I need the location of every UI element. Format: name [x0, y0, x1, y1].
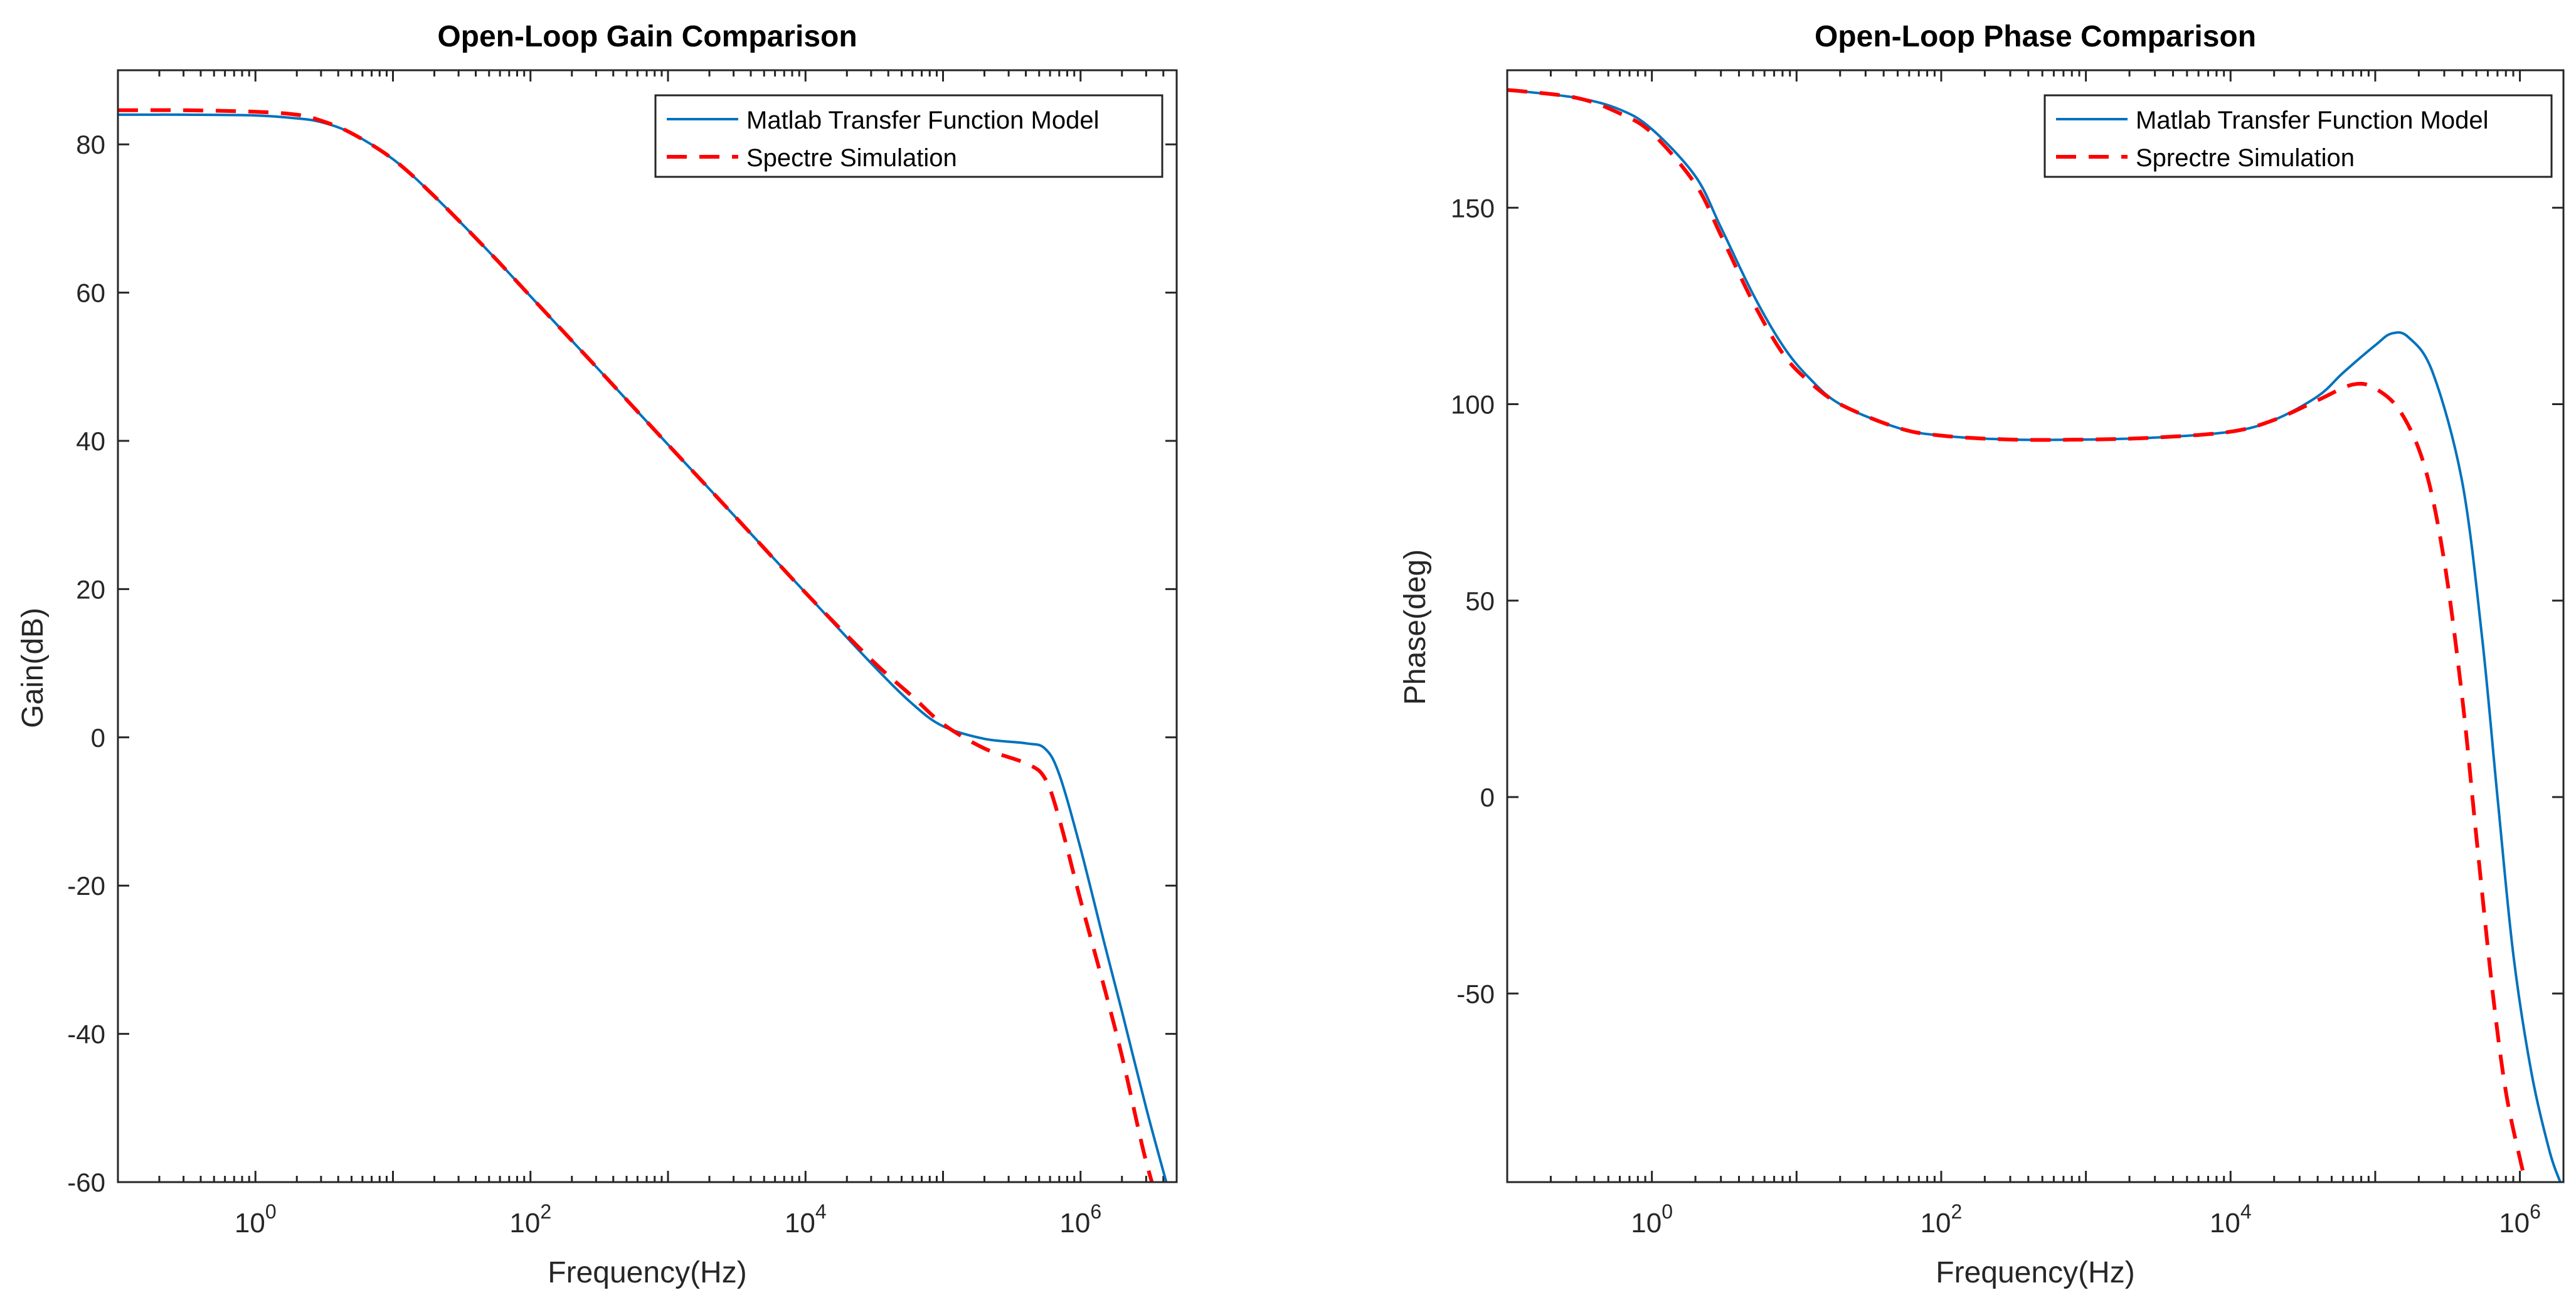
phase-x-tick-base: 10: [1631, 1208, 1662, 1239]
phase-x-tick-base: 10: [2499, 1208, 2530, 1239]
phase-axes-box: [1506, 69, 2565, 1183]
gain-series-line-simulation: [118, 108, 1154, 1182]
phase-legend: Matlab Transfer Function Model Sprectre S…: [2043, 94, 2553, 178]
gain-y-tick-label: -20: [67, 871, 105, 901]
phase-x-tick-label: 100: [1631, 1200, 1673, 1239]
gain-y-axis-label: Gain(dB): [16, 608, 50, 728]
gain-axes-box: [117, 69, 1178, 1183]
gain-x-tick-exponent: 4: [815, 1200, 827, 1223]
gain-legend-label-model: Matlab Transfer Function Model: [746, 107, 1099, 134]
phase-y-tick-label: 100: [1451, 390, 1495, 420]
gain-y-tick-label: 0: [91, 723, 105, 753]
phase-axes: Open-Loop Phase Comparison Frequency(Hz)…: [1399, 20, 2565, 1289]
phase-y-tick-label: 50: [1465, 586, 1495, 616]
gain-x-tick-exponent: 2: [540, 1200, 551, 1223]
gain-y-tick-label: 40: [76, 426, 105, 456]
gain-legend-label-simulation: Spectre Simulation: [746, 144, 957, 172]
gain-series-line-model: [118, 113, 1168, 1182]
phase-y-tick-label: 0: [1480, 783, 1495, 812]
gain-x-axis-label: Frequency(Hz): [548, 1256, 746, 1289]
gain-chart-title: Open-Loop Gain Comparison: [437, 20, 857, 53]
phase-x-tick-base: 10: [1921, 1208, 1951, 1239]
gain-x-tick-base: 10: [235, 1208, 265, 1239]
phase-legend-label-model: Matlab Transfer Function Model: [2136, 107, 2488, 134]
phase-legend-label-simulation: Sprectre Simulation: [2136, 144, 2355, 172]
gain-y-tick-label: -60: [67, 1168, 105, 1197]
gain-x-tick-exponent: 0: [265, 1200, 277, 1223]
phase-y-tick-label: -50: [1456, 979, 1495, 1008]
phase-x-tick-label: 106: [2499, 1200, 2541, 1239]
phase-x-tick-exponent: 0: [1662, 1200, 1673, 1223]
gain-y-tick-label: 20: [76, 574, 105, 604]
gain-y-tick-label: 60: [76, 278, 105, 308]
phase-x-tick-exponent: 2: [1951, 1200, 1963, 1223]
phase-x-tick-exponent: 6: [2530, 1200, 2541, 1223]
gain-x-tick-base: 10: [1059, 1208, 1090, 1239]
gain-x-tick-base: 10: [785, 1208, 815, 1239]
phase-chart-title: Open-Loop Phase Comparison: [1815, 20, 2256, 53]
gain-x-tick-label: 102: [509, 1200, 551, 1239]
phase-legend-box: [2043, 94, 2553, 178]
gain-x-tick-label: 106: [1059, 1200, 1101, 1239]
gain-lines: [118, 108, 1168, 1182]
gain-x-tick-label: 100: [235, 1200, 277, 1239]
gain-legend-box: [654, 94, 1163, 178]
phase-x-tick-base: 10: [2210, 1208, 2240, 1239]
phase-x-axis-label: Frequency(Hz): [1936, 1256, 2134, 1289]
gain-y-tick-label: -40: [67, 1020, 105, 1049]
gain-legend: Matlab Transfer Function Model Spectre Si…: [654, 94, 1163, 178]
gain-x-tick-base: 10: [509, 1208, 540, 1239]
phase-series-line-simulation: [1507, 88, 2528, 1182]
phase-lines: [1507, 88, 2562, 1182]
phase-x-tick-label: 102: [1921, 1200, 1963, 1239]
gain-x-tick-label: 104: [785, 1200, 827, 1239]
phase-y-tick-label: 150: [1451, 193, 1495, 223]
gain-axes: Open-Loop Gain Comparison Frequency(Hz) …: [16, 20, 1178, 1289]
phase-x-tick-exponent: 4: [2240, 1200, 2252, 1223]
phase-y-axis-label: Phase(deg): [1399, 549, 1432, 705]
gain-x-tick-exponent: 6: [1090, 1200, 1101, 1223]
gain-y-tick-label: 80: [76, 130, 105, 159]
phase-series-line-model: [1507, 88, 2562, 1182]
phase-x-tick-label: 104: [2210, 1200, 2252, 1239]
